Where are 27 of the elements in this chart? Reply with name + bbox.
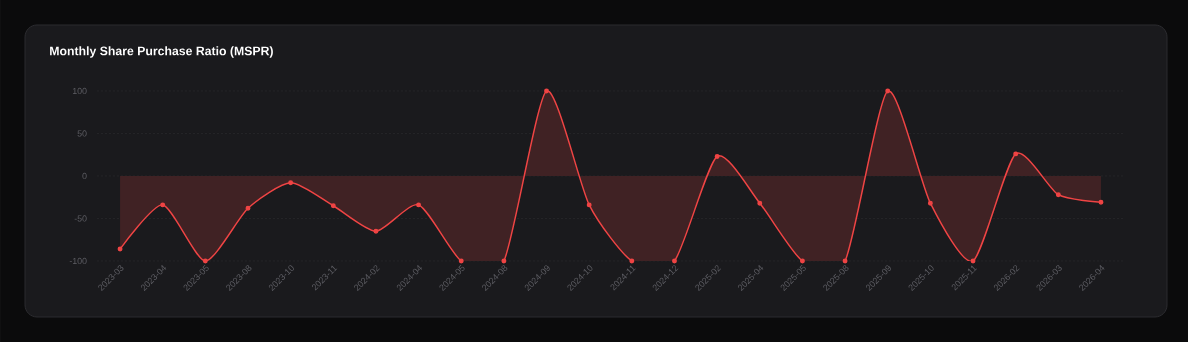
point [799, 258, 805, 264]
point [330, 203, 336, 209]
point [501, 258, 507, 264]
point [1098, 199, 1104, 205]
point [629, 258, 635, 264]
point [544, 88, 550, 94]
point [245, 205, 251, 211]
point [373, 228, 379, 234]
y-tick-label: -100 [69, 257, 87, 265]
point [458, 258, 464, 264]
point [1055, 192, 1061, 198]
point [970, 258, 976, 264]
point [586, 202, 592, 208]
point [885, 88, 891, 94]
point [842, 258, 848, 264]
point [202, 258, 208, 264]
point [757, 200, 763, 206]
point [416, 202, 422, 208]
chart-title: Monthly Share Purchase Ratio (MSPR) [50, 46, 273, 58]
point [160, 202, 166, 208]
point [714, 153, 720, 159]
point [288, 180, 294, 186]
point [1013, 151, 1019, 157]
point [927, 200, 933, 206]
point [117, 246, 123, 252]
y-tick-label: 100 [72, 87, 87, 95]
point [672, 258, 677, 264]
